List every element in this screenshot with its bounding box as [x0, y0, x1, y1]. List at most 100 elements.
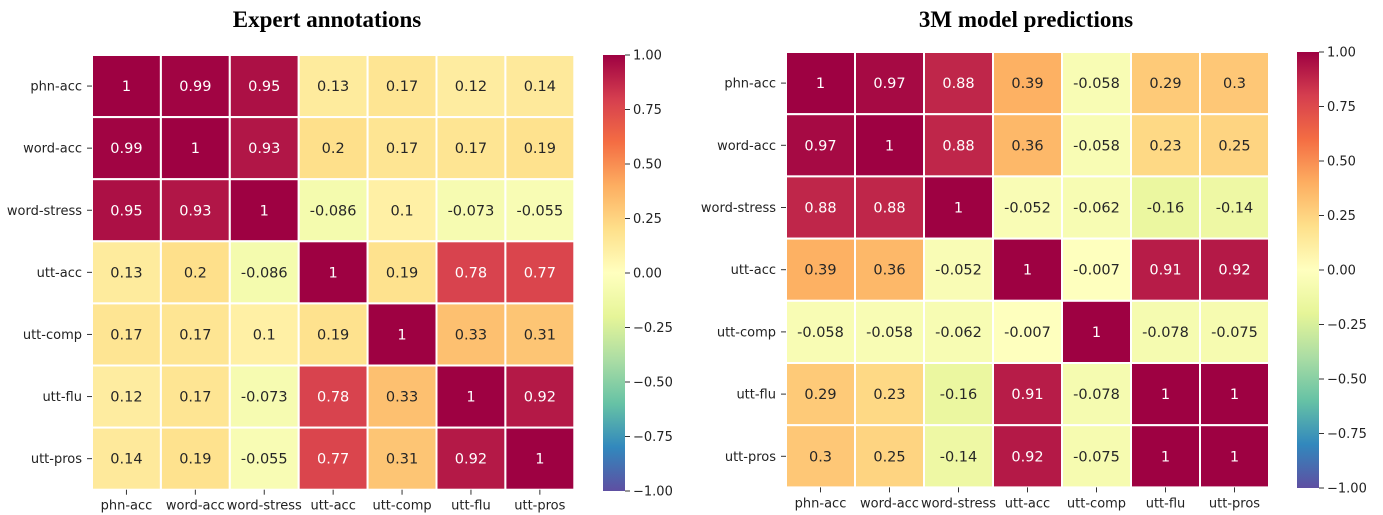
- colorbar-tick-label: −0.25: [633, 321, 673, 336]
- heatmap-cell: [1061, 237, 1132, 302]
- heatmap-cell: [923, 51, 994, 116]
- cell-value-label: 1: [1092, 325, 1101, 341]
- cell-value-label: 0.95: [248, 79, 280, 95]
- heatmap-cell: [159, 178, 231, 243]
- cell-value-label: -0.078: [1142, 325, 1189, 341]
- cell-value-label: -0.078: [1073, 387, 1120, 403]
- y-tick-label: utt-acc: [731, 263, 776, 278]
- x-axis-tick-labels: phn-acc word-acc word-stress utt-acc utt-com…: [101, 489, 566, 514]
- heatmap-cell: [435, 178, 507, 243]
- cell-value-label: -0.073: [448, 203, 495, 219]
- y-tick-label: utt-acc: [37, 266, 82, 281]
- cell-value-label: 0.78: [455, 265, 487, 281]
- cell-value-label: 0.17: [179, 390, 211, 406]
- cell-value-label: 1: [954, 201, 963, 217]
- cell-value-label: 0.36: [873, 263, 905, 279]
- colorbar-tick-label: 0.75: [633, 103, 662, 118]
- heatmap-cell: [435, 54, 507, 119]
- colorbar-tick-label: 0.25: [633, 212, 662, 227]
- cell-value-label: 0.95: [110, 203, 142, 219]
- cell-value-label: 0.19: [317, 327, 349, 343]
- colorbar-gradient: [603, 55, 625, 491]
- heatmap-cell: [992, 113, 1063, 178]
- cell-value-label: -0.086: [310, 203, 357, 219]
- cell-value-label: 0.78: [317, 390, 349, 406]
- cell-value-label: 0.23: [873, 387, 905, 403]
- y-tick-label: word-stress: [7, 204, 82, 219]
- heatmap-cell: [1199, 51, 1270, 116]
- cell-value-label: 0.12: [110, 390, 142, 406]
- heatmap-cell: [435, 240, 507, 305]
- cell-value-label: 0.88: [873, 201, 905, 217]
- y-tick-label: phn-acc: [30, 80, 82, 95]
- cell-value-label: -0.14: [1216, 201, 1254, 217]
- heatmap-cell: [1061, 299, 1132, 364]
- cell-value-label: -0.055: [516, 203, 563, 219]
- cell-value-label: 0.13: [317, 79, 349, 95]
- cell-value-label: 0.97: [804, 138, 836, 154]
- cell-value-label: -0.058: [866, 325, 913, 341]
- y-tick-label: utt-comp: [23, 328, 82, 343]
- colorbar-tick-label: −0.75: [633, 430, 673, 445]
- cell-value-label: -0.073: [241, 390, 288, 406]
- heatmap-cell: [992, 299, 1063, 364]
- colorbar-tick-label: 0.50: [633, 158, 662, 173]
- y-tick-label: phn-acc: [724, 77, 776, 92]
- heatmap-expert-annotations: Expert annotations 1 0.99 0.95 0.13 0.17 0.12…: [7, 7, 673, 514]
- cell-value-label: 0.1: [253, 327, 276, 343]
- y-tick-label: word-stress: [701, 201, 776, 216]
- cell-value-label: -0.16: [1147, 201, 1185, 217]
- x-tick-label: utt-pros: [1209, 496, 1260, 511]
- heatmap-cell: [923, 237, 994, 302]
- colorbar: 1.00 0.75 0.50 0.25 0.00 −0.25 −0.50 −0.75 −1.00: [1297, 46, 1367, 497]
- cell-value-label: 0.92: [455, 452, 487, 468]
- cell-value-label: 0.17: [179, 327, 211, 343]
- cell-value-label: 1: [191, 141, 200, 157]
- cell-value-label: 1: [260, 203, 269, 219]
- heatmap-cell: [1061, 113, 1132, 178]
- cell-value-label: 1: [122, 79, 131, 95]
- x-tick-label: utt-flu: [451, 499, 491, 514]
- cell-value-label: 1: [1230, 449, 1239, 465]
- colorbar-tick-label: −0.25: [1327, 318, 1367, 333]
- colorbar-tick-label: 0.00: [633, 267, 662, 282]
- colorbar-tick-label: −0.50: [633, 376, 673, 391]
- cell-value-label: 0.19: [179, 452, 211, 468]
- cell-value-label: -0.052: [1004, 201, 1051, 217]
- colorbar-tick-label: 0.75: [1327, 100, 1356, 115]
- x-tick-label: word-acc: [860, 496, 919, 511]
- cell-value-label: 1: [1230, 387, 1239, 403]
- cell-value-label: 0.17: [110, 327, 142, 343]
- cell-value-label: 0.92: [1011, 449, 1043, 465]
- cell-value-label: -0.058: [1073, 138, 1120, 154]
- cell-value-label: 0.13: [110, 265, 142, 281]
- x-tick-label: word-stress: [921, 496, 996, 511]
- heatmap-cell: [504, 178, 576, 243]
- y-tick-label: utt-flu: [42, 390, 82, 405]
- heatmap-cell: [854, 51, 925, 116]
- cell-value-label: 0.2: [322, 141, 345, 157]
- x-tick-label: utt-acc: [1005, 496, 1050, 511]
- cell-value-label: 0.31: [386, 452, 418, 468]
- heatmap-cell: [1130, 175, 1201, 240]
- cell-value-label: 0.97: [873, 76, 905, 92]
- cell-value-label: -0.086: [241, 265, 288, 281]
- cell-value-label: 0.99: [179, 79, 211, 95]
- heatmap-cells: 1 0.97 0.88 0.39 -0.058 0.29 0.3 0.97 1 0.88 0.36 -…: [785, 51, 1270, 489]
- heatmap-cell: [159, 240, 231, 305]
- cell-value-label: 1: [885, 138, 894, 154]
- heatmap-cell: [992, 362, 1063, 427]
- y-tick-label: utt-pros: [725, 450, 776, 465]
- heatmap-cell: [366, 426, 438, 491]
- heatmap-cell: [228, 302, 300, 367]
- cell-value-label: 0.17: [455, 141, 487, 157]
- heatmap-cell: [1199, 362, 1270, 427]
- colorbar-tick-label: 0.50: [1327, 155, 1356, 170]
- cell-value-label: 0.39: [1011, 76, 1043, 92]
- cell-value-label: 1: [329, 265, 338, 281]
- cell-value-label: 0.29: [804, 387, 836, 403]
- cell-value-label: -0.14: [940, 449, 978, 465]
- cell-value-label: 0.19: [524, 141, 556, 157]
- cell-value-label: 0.77: [317, 452, 349, 468]
- cell-value-label: 1: [1023, 263, 1032, 279]
